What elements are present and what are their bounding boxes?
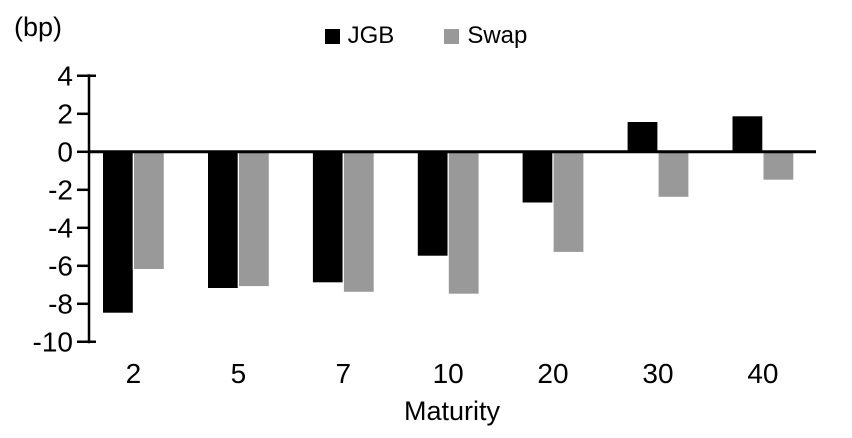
bar-swap-2 (132, 151, 165, 271)
y-tick-label: 0 (57, 137, 73, 168)
bar-jgb-5 (206, 151, 239, 290)
bar-jgb-40 (731, 115, 764, 153)
chart-legend: JGB Swap (0, 22, 852, 50)
y-tick-label: -6 (48, 251, 73, 282)
bar-swap-10 (447, 151, 480, 295)
bar-jgb-2 (101, 151, 135, 314)
y-tick-label: 4 (57, 61, 73, 92)
y-tick-label: 2 (57, 99, 73, 130)
bar-swap-40 (762, 151, 795, 181)
bar-swap-5 (237, 151, 270, 288)
swap-legend-swatch (444, 28, 460, 44)
jgb-legend-label: JGB (347, 22, 395, 49)
y-tick-label: -8 (48, 289, 73, 320)
bar-jgb-20 (521, 151, 554, 204)
jgb-legend-swatch (324, 28, 340, 44)
y-axis-unit-label: (bp) (14, 12, 63, 42)
bar-jgb-30 (626, 120, 659, 153)
x-tick-label-10: 10 (433, 358, 464, 389)
bar-swap-30 (657, 151, 690, 199)
bar-swap-20 (552, 151, 585, 254)
legend-item-swap: Swap (444, 22, 527, 50)
bar-jgb-7 (311, 151, 344, 284)
x-axis-title: Maturity (404, 396, 501, 426)
bar-jgb-10 (416, 151, 449, 257)
y-tick-label: -10 (33, 327, 73, 358)
x-tick-label-40: 40 (747, 358, 778, 389)
x-tick-label-30: 30 (642, 358, 673, 389)
swap-legend-label: Swap (467, 22, 528, 49)
legend-item-jgb: JGB (324, 22, 395, 50)
x-tick-label-5: 5 (231, 358, 247, 389)
y-tick-label: -4 (48, 213, 73, 244)
x-tick-label-20: 20 (537, 358, 568, 389)
y-tick-label: -2 (48, 175, 73, 206)
x-tick-label-7: 7 (336, 358, 352, 389)
x-tick-label-2: 2 (126, 358, 142, 389)
bar-swap-7 (342, 151, 375, 294)
